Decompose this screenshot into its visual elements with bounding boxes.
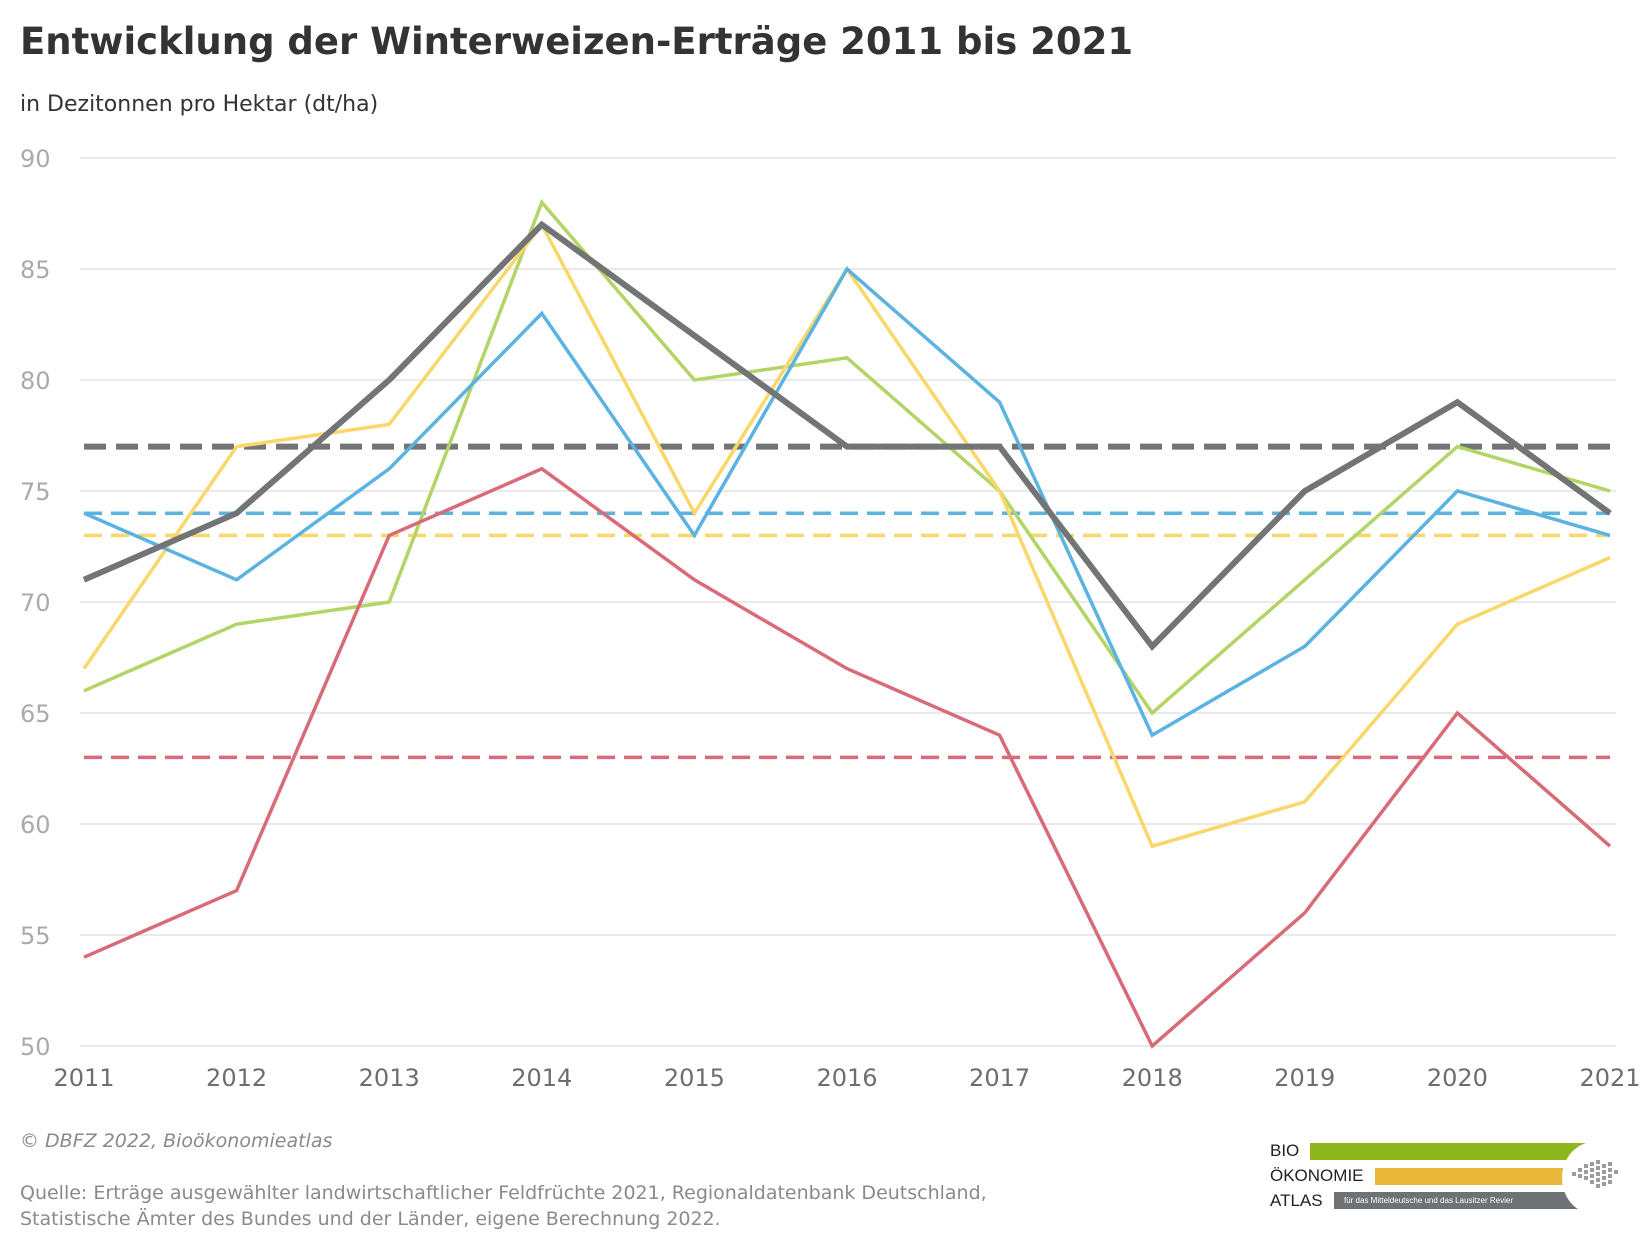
x-tick-label: 2013 bbox=[359, 1064, 420, 1092]
source-note: Quelle: Erträge ausgewählter landwirtsch… bbox=[20, 1180, 987, 1232]
y-tick-label: 85 bbox=[20, 256, 51, 284]
series-line bbox=[83, 266, 1611, 738]
y-tick-label: 50 bbox=[20, 1033, 51, 1061]
x-tick-label: 2016 bbox=[816, 1064, 877, 1092]
logo-bar-green bbox=[1310, 1143, 1585, 1160]
y-tick-label: 65 bbox=[20, 700, 51, 728]
x-axis-ticks: 2011 2012 2013 2014 2015 2016 2017 2018 2019 2020… bbox=[53, 1064, 1640, 1092]
x-tick-label: 2011 bbox=[53, 1064, 114, 1092]
logo-bar-yellow bbox=[1375, 1168, 1585, 1185]
series-lines bbox=[82, 199, 1612, 1049]
y-tick-label: 55 bbox=[20, 922, 51, 950]
series-line bbox=[83, 199, 1611, 716]
x-tick-label: 2020 bbox=[1427, 1064, 1488, 1092]
y-tick-label: 80 bbox=[20, 367, 51, 395]
y-axis-ticks: 50 55 60 65 70 75 80 85 90 bbox=[20, 145, 51, 1061]
map-region-icon bbox=[1562, 1142, 1626, 1214]
bioeconomy-atlas-logo: BIO ÖKONOMIE ATLAS für das Mitteldeutsch… bbox=[1270, 1142, 1630, 1220]
y-tick-label: 70 bbox=[20, 589, 51, 617]
grid-lines bbox=[80, 157, 1616, 1047]
chart-title: Entwicklung der Winterweizen-Erträge 201… bbox=[20, 20, 1134, 63]
x-tick-label: 2017 bbox=[969, 1064, 1030, 1092]
logo-word-atlas: ATLAS bbox=[1270, 1191, 1323, 1210]
x-tick-label: 2012 bbox=[206, 1064, 267, 1092]
source-line-2: Statistische Ämter des Bundes und der Lä… bbox=[20, 1208, 721, 1230]
series-line bbox=[83, 466, 1612, 1049]
y-tick-label: 75 bbox=[20, 478, 51, 506]
logo-tagline: für das Mitteldeutsche und das Lausitzer… bbox=[1334, 1192, 1584, 1209]
copyright-note: © DBFZ 2022, Bioökonomieatlas bbox=[20, 1130, 333, 1152]
logo-word-bio: BIO bbox=[1270, 1141, 1300, 1160]
logo-word-oekonomie: ÖKONOMIE bbox=[1270, 1166, 1364, 1185]
y-tick-label: 90 bbox=[20, 145, 51, 173]
source-line-1: Quelle: Erträge ausgewählter landwirtsch… bbox=[20, 1182, 987, 1204]
x-tick-label: 2019 bbox=[1274, 1064, 1335, 1092]
x-tick-label: 2021 bbox=[1579, 1064, 1640, 1092]
x-tick-label: 2014 bbox=[511, 1064, 572, 1092]
x-tick-label: 2018 bbox=[1122, 1064, 1183, 1092]
y-tick-label: 60 bbox=[20, 811, 51, 839]
series-line bbox=[82, 220, 1612, 651]
x-tick-label: 2015 bbox=[664, 1064, 725, 1092]
chart-subtitle: in Dezitonnen pro Hektar (dt/ha) bbox=[20, 92, 379, 117]
